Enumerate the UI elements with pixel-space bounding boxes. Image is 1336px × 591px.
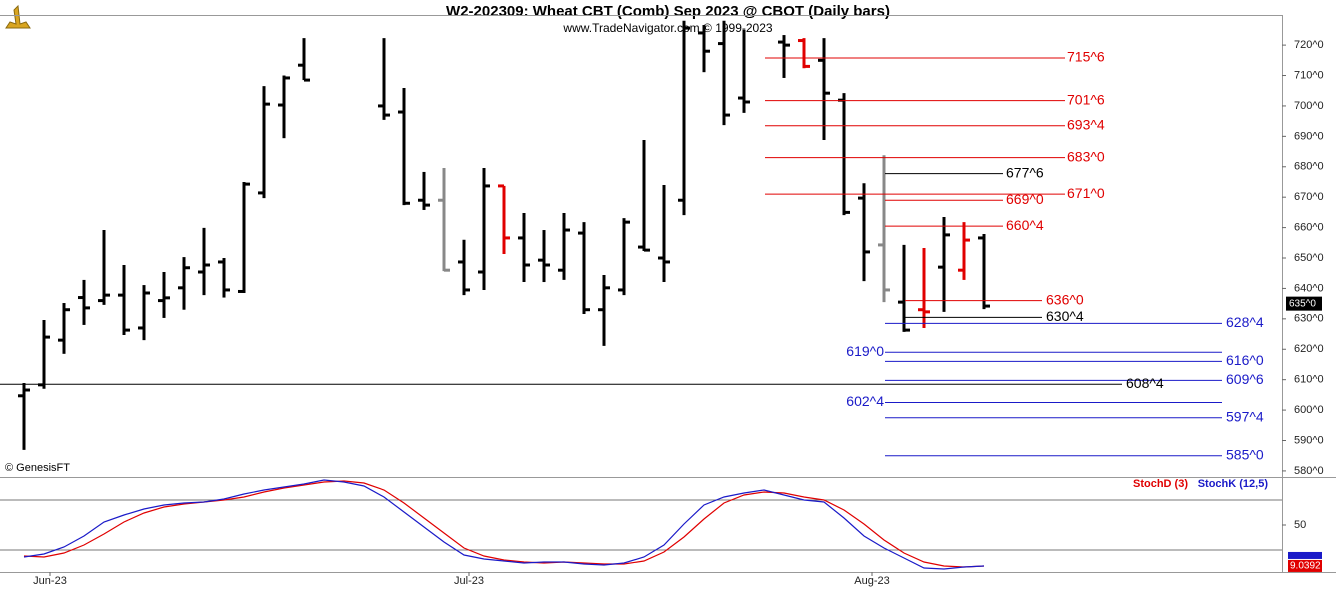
level-label: 630^4 — [1046, 308, 1084, 324]
y-tick-label: 630^0 — [1294, 313, 1324, 325]
y-tick-label: 620^0 — [1294, 343, 1324, 355]
level-label: 677^6 — [1006, 164, 1044, 180]
last-value-label: 9.0392 — [1290, 561, 1321, 572]
level-label: 715^6 — [1067, 49, 1105, 65]
y-tick-label: 710^0 — [1294, 69, 1324, 81]
y-tick-label: 50 — [1294, 519, 1306, 531]
y-tick-label: 600^0 — [1294, 404, 1324, 416]
logo — [5, 4, 31, 29]
y-tick-label: 670^0 — [1294, 191, 1324, 203]
y-tick-label: 580^0 — [1294, 465, 1324, 477]
legend-label: StochD (3) — [1133, 478, 1188, 490]
level-label: 597^4 — [1226, 408, 1264, 424]
y-tick-label: 720^0 — [1294, 39, 1324, 51]
y-tick-label: 660^0 — [1294, 222, 1324, 234]
level-label: 616^0 — [1226, 352, 1264, 368]
y-tick-label: 640^0 — [1294, 282, 1324, 294]
level-label: 683^0 — [1067, 148, 1105, 164]
level-label: 660^4 — [1006, 217, 1044, 233]
x-tick-label: Jun-23 — [33, 575, 67, 587]
level-label: 628^4 — [1226, 314, 1264, 330]
source-note: © GenesisFT — [5, 462, 70, 474]
y-tick-label: 680^0 — [1294, 161, 1324, 173]
last-price-label: 635^0 — [1289, 298, 1316, 309]
level-label: 585^0 — [1226, 446, 1264, 462]
last-price-box — [1286, 296, 1322, 311]
level-label: 636^0 — [1046, 291, 1084, 307]
level-label: 602^4 — [846, 393, 884, 409]
last-value-box — [1288, 559, 1322, 572]
level-label: 701^6 — [1067, 91, 1105, 107]
plot-area — [18, 20, 990, 450]
y-tick-label: 650^0 — [1294, 252, 1324, 264]
chart-title: W2-202309: Wheat CBT (Comb) Sep 2023 @ C… — [446, 3, 890, 20]
y-tick-label: 700^0 — [1294, 100, 1324, 112]
stoch-line — [23, 480, 985, 568]
y-tick-label: 610^0 — [1294, 374, 1324, 386]
last-value-box — [1288, 551, 1322, 559]
x-tick-label: Aug-23 — [854, 575, 889, 587]
level-label: 608^4 — [1126, 375, 1164, 391]
chart-subtitle: www.TradeNavigator.com © 1999-2023 — [562, 21, 772, 35]
level-label: 671^0 — [1067, 185, 1105, 201]
x-tick-label: Jul-23 — [454, 575, 484, 587]
stoch-line — [23, 479, 985, 570]
legend-label: StochK (12,5) — [1198, 478, 1269, 490]
level-label: 609^6 — [1226, 371, 1264, 387]
level-label: 693^4 — [1067, 116, 1105, 132]
y-tick-label: 590^0 — [1294, 434, 1324, 446]
level-label: 619^0 — [846, 343, 884, 359]
y-tick-label: 690^0 — [1294, 130, 1324, 142]
level-label: 669^0 — [1006, 191, 1044, 207]
